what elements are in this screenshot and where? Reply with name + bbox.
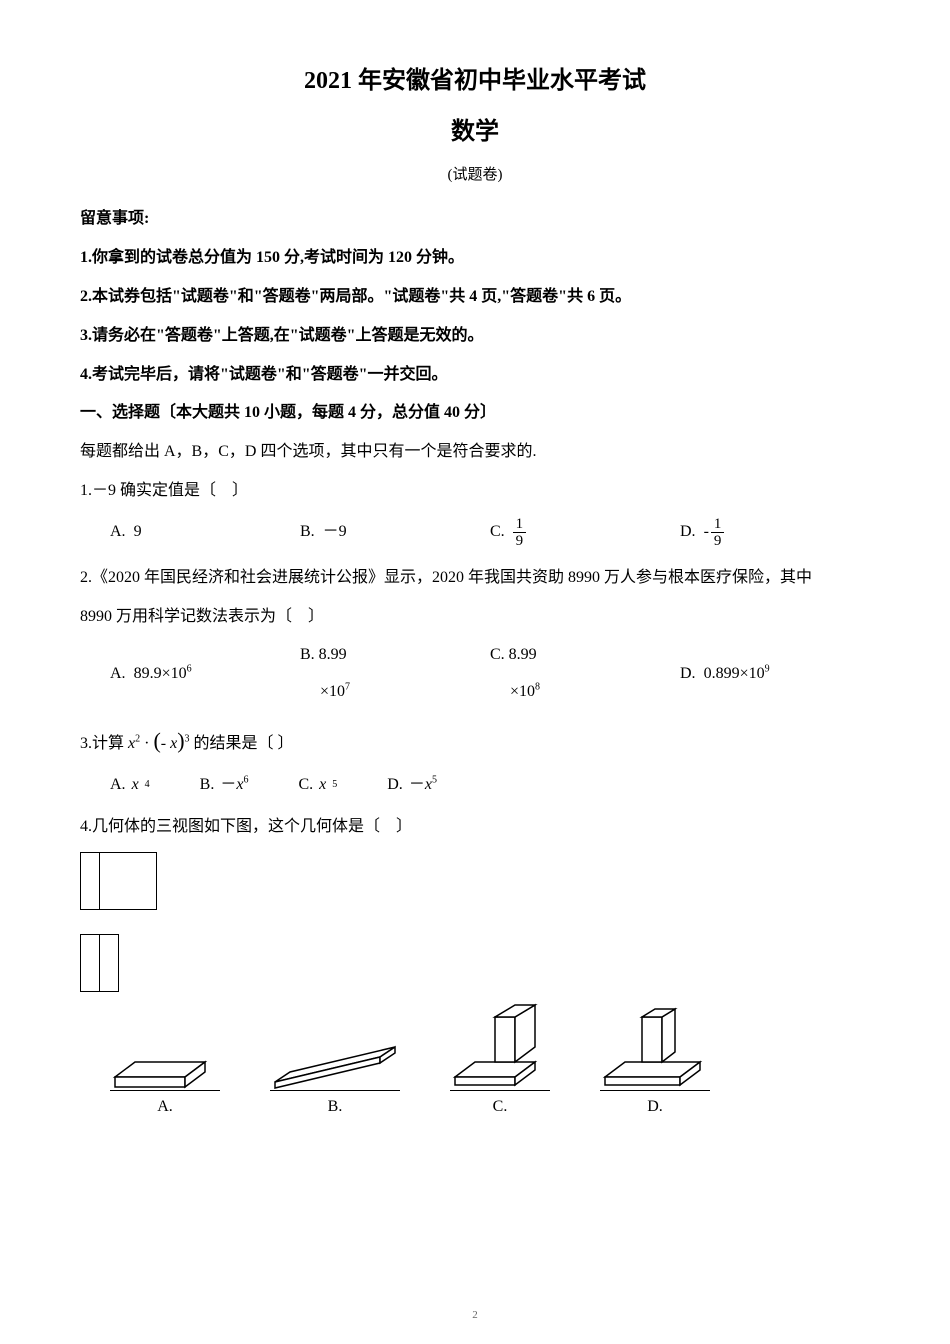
neg-fraction: - 1 9: [704, 516, 725, 550]
subject-title: 数学: [80, 111, 870, 154]
solid-a-icon: [110, 1032, 220, 1092]
numerator: 1: [513, 516, 527, 534]
question-3: 3.计算 x2 · (- x)3 的结果是〔 〕: [80, 721, 870, 761]
q3-opt-a: A. x4: [110, 771, 150, 800]
opt-label: C.: [490, 646, 505, 663]
q2-opt-d: D. 0.899×109: [680, 660, 870, 689]
q4-options: A. B. C.: [110, 1002, 870, 1122]
q2-options: A. 89.9×106 B. 8.99 ×107 C. 8.99 ×108 D.…: [110, 641, 870, 707]
q3-options: A. x4 B. －x6 C. x5 D. －x5: [110, 771, 870, 800]
q3-opt-c: C. x5: [298, 771, 337, 800]
opt-value: 89.9×106: [134, 660, 192, 689]
opt-value: 9: [134, 518, 142, 547]
section-1-intro: 每题都给出 A，B，C，D 四个选项，其中只有一个是符合要求的.: [80, 438, 870, 467]
question-2-line1: 2.《2020 年国民经济和社会进展统计公报》显示，2020 年我国共资助 89…: [80, 564, 870, 593]
q1-opt-c: C. 1 9: [490, 516, 680, 550]
denominator: 9: [513, 533, 527, 550]
q4-opt-c: C.: [450, 1002, 550, 1122]
three-view-diagram: [80, 852, 870, 992]
opt-label: D.: [600, 1090, 710, 1122]
question-2-line2: 8990 万用科学记数法表示为〔 〕: [80, 603, 870, 632]
q2-opt-c: C. 8.99 ×108: [490, 641, 680, 707]
section-1-header: 一、选择题〔本大题共 10 小题，每题 4 分，总分值 40 分〕: [80, 399, 870, 428]
q1-opt-b: B. －9: [300, 518, 490, 547]
q2-opt-b: B. 8.99 ×107: [300, 641, 490, 707]
q3-opt-d: D. －x5: [387, 771, 437, 800]
numerator: 1: [711, 516, 725, 534]
q4-opt-b: B.: [270, 1032, 400, 1122]
solid-b-icon: [270, 1032, 400, 1092]
opt-label: A.: [110, 660, 126, 689]
notice-item: 4.考试完毕后，请将"试题卷"和"答题卷"一并交回。: [80, 361, 870, 390]
opt-label: A.: [110, 771, 126, 800]
minus-icon: -: [704, 518, 709, 547]
fraction: 1 9: [513, 516, 527, 550]
tv-top-r: [100, 934, 119, 992]
notice-header: 留意事项:: [80, 205, 870, 234]
q4-opt-d: D.: [600, 1002, 710, 1122]
notice-item: 1.你拿到的试卷总分值为 150 分,考试时间为 120 分钟。: [80, 244, 870, 273]
tv-top: [80, 934, 100, 992]
opt-label: B.: [200, 771, 215, 800]
q1-options: A. 9 B. －9 C. 1 9 D. - 1 9: [110, 516, 870, 550]
opt-value: －9: [323, 518, 347, 547]
solid-c-icon: [450, 1002, 550, 1092]
opt-value: 0.899×109: [704, 660, 770, 689]
opt-label: A.: [110, 518, 126, 547]
tv-side: [100, 852, 157, 910]
opt-label: D.: [387, 771, 403, 800]
paper-type: (试题卷): [80, 162, 870, 189]
q4-opt-a: A.: [110, 1032, 220, 1122]
tv-front: [80, 852, 100, 910]
opt-label: B.: [300, 646, 315, 663]
opt-label: A.: [110, 1090, 220, 1122]
page-number: 2: [472, 1306, 478, 1326]
opt-label: C.: [298, 771, 313, 800]
q1-opt-a: A. 9: [110, 518, 300, 547]
question-1: 1.－9 确实定值是〔 〕: [80, 477, 870, 506]
opt-label: B.: [300, 518, 315, 547]
q3-opt-b: B. －x6: [200, 771, 249, 800]
opt-label: D.: [680, 660, 696, 689]
question-4: 4.几何体的三视图如下图，这个几何体是〔 〕: [80, 813, 870, 842]
exam-title: 2021 年安徽省初中毕业水平考试: [80, 60, 870, 103]
opt-label: C.: [450, 1090, 550, 1122]
opt-label: D.: [680, 518, 696, 547]
solid-d-icon: [600, 1002, 710, 1092]
notice-item: 2.本试券包括"试题卷"和"答题卷"两局部。"试题卷"共 4 页,"答题卷"共 …: [80, 283, 870, 312]
q2-opt-a: A. 89.9×106: [110, 660, 300, 689]
denominator: 9: [711, 533, 725, 550]
opt-label: B.: [270, 1090, 400, 1122]
q1-opt-d: D. - 1 9: [680, 516, 870, 550]
opt-label: C.: [490, 518, 505, 547]
notice-item: 3.请务必在"答题卷"上答题,在"试题卷"上答题是无效的。: [80, 322, 870, 351]
